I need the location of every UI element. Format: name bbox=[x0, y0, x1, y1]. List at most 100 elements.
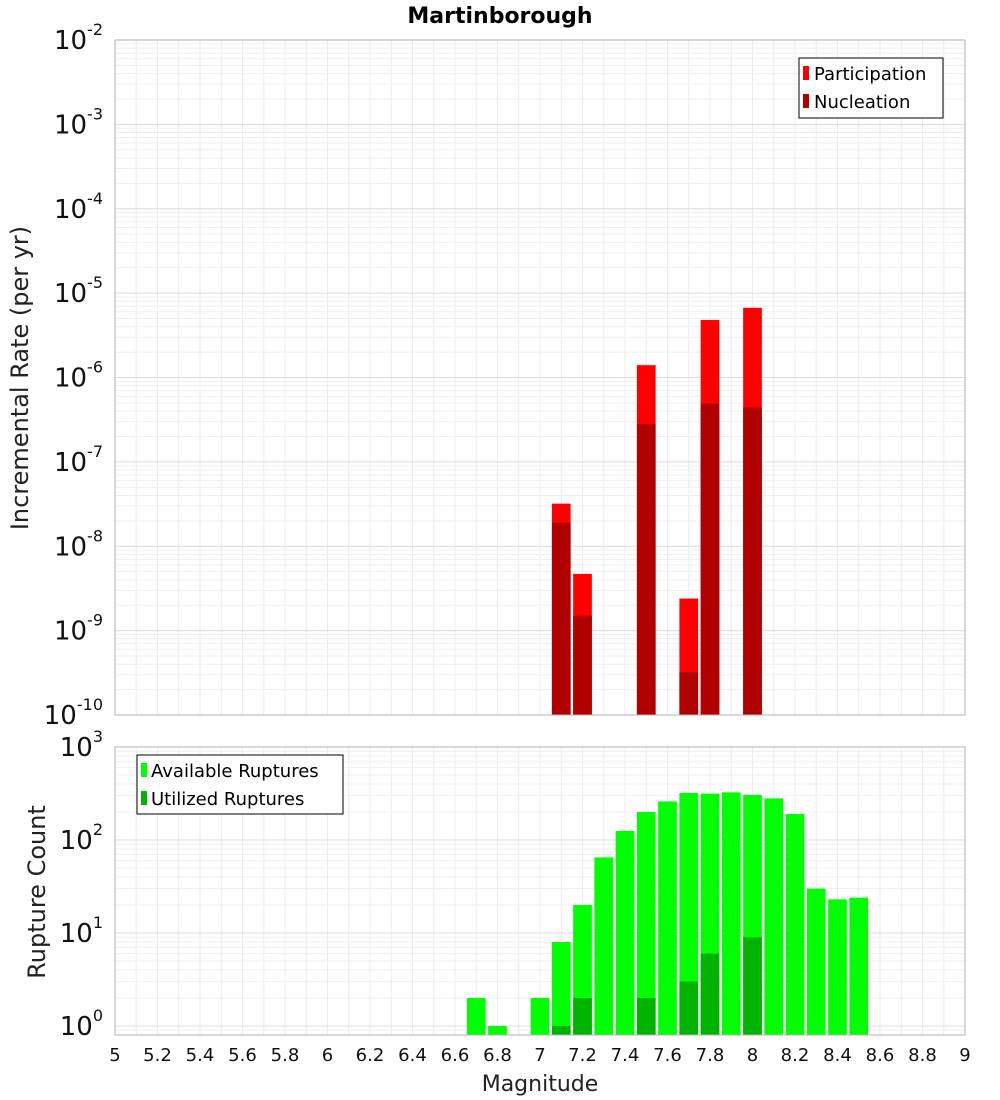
bottom-bar-utilized-ruptures-7.8 bbox=[700, 953, 720, 1035]
tick-base: 10 bbox=[60, 826, 93, 856]
top-bar-nucleation-7.7 bbox=[679, 672, 699, 715]
top-bars bbox=[551, 307, 762, 715]
tick-exponent: -3 bbox=[87, 104, 103, 123]
top-bar-nucleation-7.8 bbox=[700, 403, 720, 715]
tick-base: 10 bbox=[54, 532, 87, 562]
bottom-y-tick-label: 100 bbox=[60, 1006, 103, 1042]
x-tick-label: 6.8 bbox=[483, 1045, 512, 1066]
chart-title: Martinborough bbox=[407, 4, 592, 29]
bottom-legend: Available Ruptures Utilized Ruptures bbox=[136, 754, 344, 815]
x-tick-label: 7.4 bbox=[611, 1045, 640, 1066]
top-y-tick-label: 10-2 bbox=[54, 20, 103, 56]
tick-base: 10 bbox=[60, 919, 93, 949]
bottom-bar-available-ruptures-8.3 bbox=[806, 888, 826, 1035]
tick-base: 10 bbox=[54, 279, 87, 309]
bottom-bar-available-ruptures-7 bbox=[530, 997, 550, 1035]
x-tick-label: 7.6 bbox=[653, 1045, 682, 1066]
x-tick-label: 5.8 bbox=[271, 1045, 300, 1066]
tick-exponent: 1 bbox=[93, 913, 103, 932]
x-tick-label: 5.4 bbox=[186, 1045, 215, 1066]
top-y-tick-label: 10-10 bbox=[44, 695, 103, 731]
tick-base: 10 bbox=[44, 701, 77, 731]
tick-base: 10 bbox=[54, 617, 87, 647]
bottom-legend-box bbox=[136, 754, 344, 815]
bottom-bar-available-ruptures-6.7 bbox=[466, 997, 486, 1035]
tick-exponent: 0 bbox=[93, 1006, 103, 1025]
tick-exponent: -6 bbox=[87, 358, 103, 377]
x-axis-label: Magnitude bbox=[482, 1072, 599, 1097]
top-y-tick-label: 10-6 bbox=[54, 358, 103, 394]
top-y-tick-label: 10-3 bbox=[54, 104, 103, 140]
tick-base: 10 bbox=[54, 195, 87, 225]
tick-exponent: 2 bbox=[93, 820, 103, 839]
x-tick-label: 9 bbox=[959, 1045, 970, 1066]
bottom-bar-available-ruptures-8.4 bbox=[828, 899, 847, 1035]
legend-swatch-participation bbox=[803, 66, 809, 80]
bottom-bar-available-ruptures-6.8 bbox=[488, 1025, 507, 1035]
x-tick-label: 8.6 bbox=[866, 1045, 895, 1066]
bottom-bar-available-ruptures-8.2 bbox=[785, 814, 805, 1035]
tick-exponent: -5 bbox=[87, 273, 103, 292]
x-tick-label: 6 bbox=[322, 1045, 333, 1066]
x-tick-label: 5.6 bbox=[228, 1045, 257, 1066]
legend-label-nucleation: Nucleation bbox=[814, 92, 910, 113]
top-legend-box bbox=[798, 57, 944, 119]
bottom-bar-utilized-ruptures-8 bbox=[743, 937, 762, 1035]
x-tick-label: 6.4 bbox=[398, 1045, 427, 1066]
top-y-tick-label: 10-9 bbox=[54, 611, 103, 647]
x-tick-label: 5.2 bbox=[143, 1045, 172, 1066]
bottom-bar-available-ruptures-7.5 bbox=[636, 812, 656, 1035]
bottom-y-tick-label: 103 bbox=[60, 727, 103, 763]
x-tick-label: 8.4 bbox=[823, 1045, 852, 1066]
tick-exponent: -9 bbox=[87, 611, 103, 630]
tick-exponent: -8 bbox=[87, 526, 103, 545]
bottom-bar-available-ruptures-7.7 bbox=[679, 793, 699, 1035]
bottom-plot-border bbox=[114, 746, 966, 1036]
tick-exponent: -10 bbox=[77, 695, 103, 714]
tick-base: 10 bbox=[54, 26, 87, 56]
bottom-bar-available-ruptures-8.1 bbox=[764, 798, 784, 1035]
x-tick-label: 8 bbox=[747, 1045, 758, 1066]
bottom-bars bbox=[466, 792, 869, 1035]
bottom-bar-utilized-ruptures-7.7 bbox=[679, 981, 699, 1035]
legend-label-participation: Participation bbox=[814, 64, 926, 85]
top-y-tick-label: 10-7 bbox=[54, 442, 103, 478]
top-bar-nucleation-7.2 bbox=[573, 615, 592, 715]
top-y-tick-label: 10-5 bbox=[54, 273, 103, 309]
tick-base: 10 bbox=[54, 364, 87, 394]
bottom-y-axis-label: Rupture Count bbox=[23, 805, 51, 979]
top-legend: Participation Nucleation bbox=[798, 57, 944, 119]
bottom-bar-utilized-ruptures-7.2 bbox=[573, 997, 592, 1035]
bottom-bar-available-ruptures-7.3 bbox=[594, 857, 614, 1035]
top-bar-nucleation-7.5 bbox=[636, 424, 656, 715]
tick-exponent: -2 bbox=[87, 20, 103, 39]
top-grid bbox=[114, 40, 966, 716]
bottom-bar-available-ruptures-7.6 bbox=[658, 801, 677, 1035]
top-y-ticks: 10-210-310-410-510-610-710-810-910-10 bbox=[44, 20, 103, 731]
x-tick-label: 6.2 bbox=[356, 1045, 385, 1066]
top-plot-border bbox=[114, 39, 966, 716]
bottom-bar-available-ruptures-7.1 bbox=[551, 942, 571, 1035]
legend-label-available: Available Ruptures bbox=[151, 761, 319, 782]
bottom-bar-available-ruptures-8.5 bbox=[849, 897, 869, 1035]
x-tick-label: 7.8 bbox=[696, 1045, 725, 1066]
top-y-axis-label: Incremental Rate (per yr) bbox=[6, 226, 34, 530]
tick-base: 10 bbox=[54, 110, 87, 140]
top-y-tick-label: 10-4 bbox=[54, 189, 103, 225]
bottom-bar-utilized-ruptures-7.5 bbox=[636, 997, 656, 1035]
x-tick-label: 7.2 bbox=[568, 1045, 597, 1066]
bottom-y-tick-label: 102 bbox=[60, 820, 103, 856]
top-panel: 10-210-310-410-510-610-710-810-910-10 In… bbox=[6, 20, 966, 731]
x-tick-label: 8.2 bbox=[781, 1045, 810, 1066]
x-ticks: 5 5.2 5.4 5.6 5.8 6 6.2 6.4 6.6 6.8 7 7.2 7.4 7.6 7.8 8… bbox=[109, 1045, 970, 1066]
bottom-bar-available-ruptures-7.4 bbox=[615, 830, 635, 1035]
top-bar-nucleation-8 bbox=[743, 407, 762, 715]
legend-label-utilized: Utilized Ruptures bbox=[151, 789, 304, 810]
x-tick-label: 6.6 bbox=[441, 1045, 470, 1066]
tick-exponent: -4 bbox=[87, 189, 103, 208]
tick-base: 10 bbox=[60, 733, 93, 763]
legend-swatch-utilized bbox=[141, 791, 147, 805]
